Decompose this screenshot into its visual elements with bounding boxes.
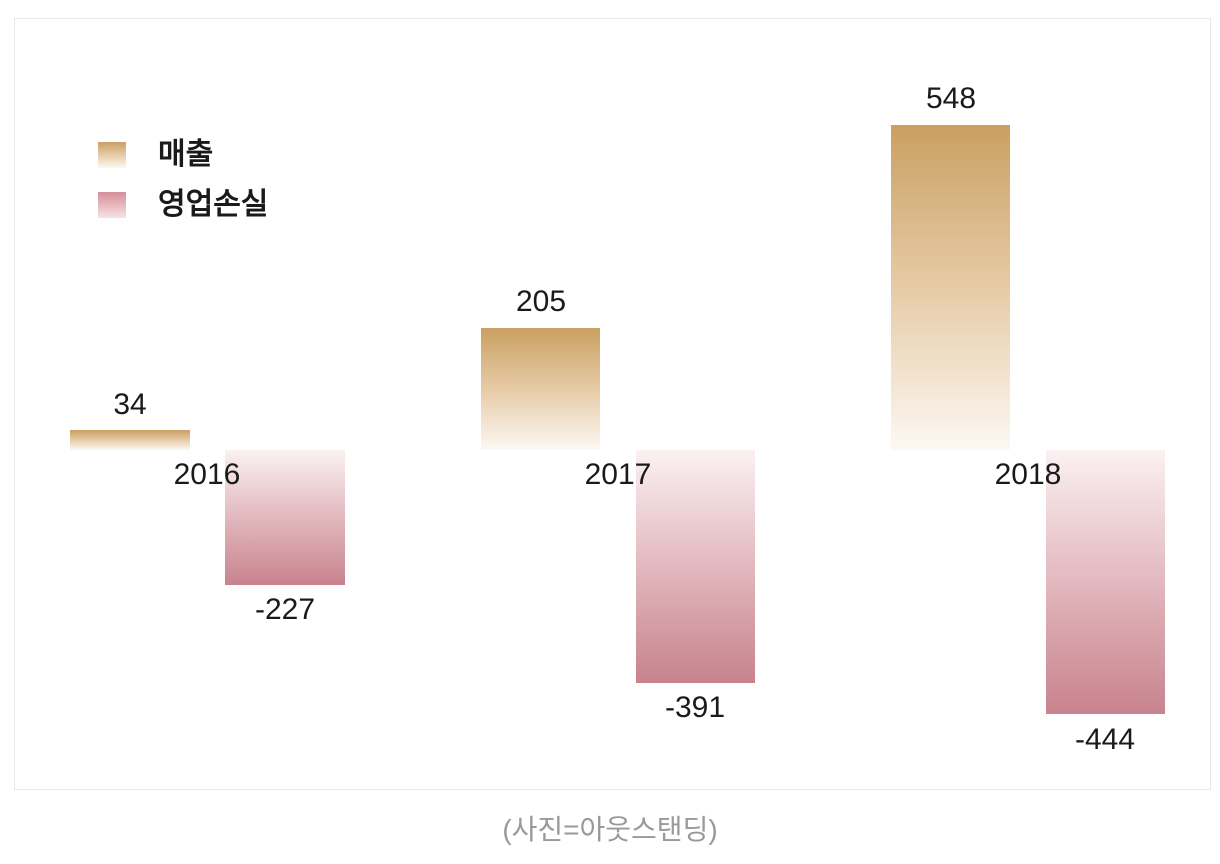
bar-loss-2017 bbox=[636, 450, 755, 683]
category-label-2017: 2017 bbox=[584, 458, 652, 491]
value-label-loss-2018: -444 bbox=[1074, 723, 1136, 756]
legend-label-loss: 영업손실 bbox=[158, 188, 269, 221]
value-label-loss-2017: -391 bbox=[664, 691, 726, 724]
value-label-sales-2017: 205 bbox=[515, 285, 567, 318]
bar-loss-2018 bbox=[1046, 450, 1165, 714]
legend-label-sales: 매출 bbox=[158, 138, 214, 171]
value-label-sales-2016: 34 bbox=[113, 388, 147, 421]
bar-sales-2016 bbox=[70, 430, 190, 450]
bar-sales-2018 bbox=[891, 125, 1010, 450]
value-label-loss-2016: -227 bbox=[254, 593, 316, 626]
chart-frame bbox=[14, 18, 1211, 790]
value-label-sales-2018: 548 bbox=[925, 82, 977, 115]
photo-caption: (사진=아웃스탠딩) bbox=[502, 814, 718, 845]
legend-swatch-sales bbox=[98, 142, 126, 168]
category-label-2018: 2018 bbox=[994, 458, 1062, 491]
legend-swatch-loss bbox=[98, 192, 126, 218]
category-label-2016: 2016 bbox=[173, 458, 241, 491]
bar-sales-2017 bbox=[481, 328, 600, 450]
bar-loss-2016 bbox=[225, 450, 345, 585]
